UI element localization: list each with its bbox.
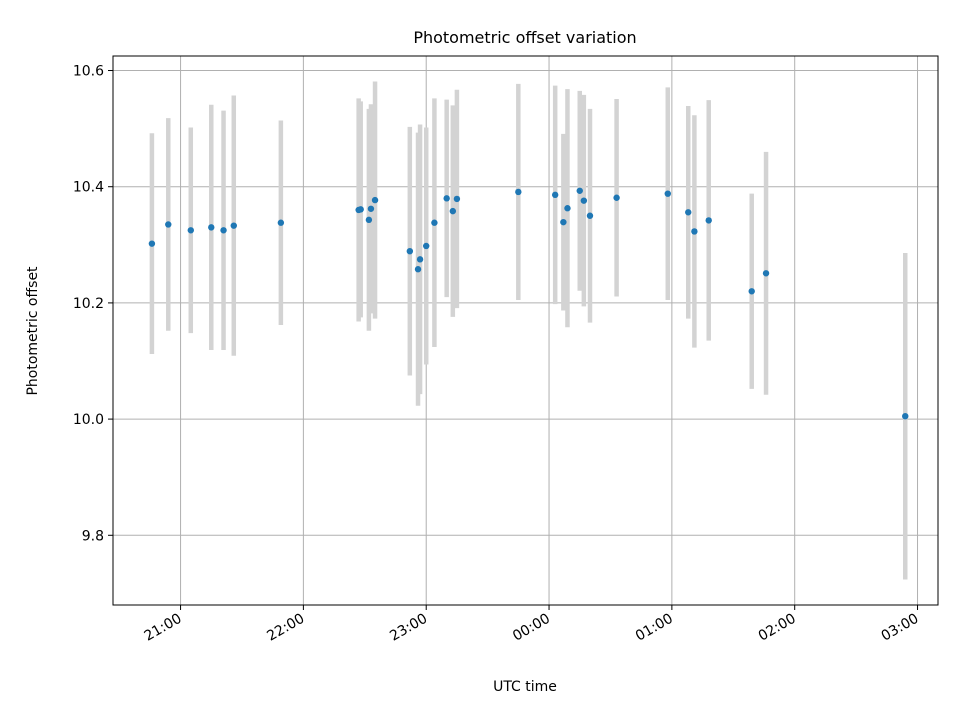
data-point xyxy=(414,266,422,273)
data-point xyxy=(406,248,414,255)
data-point xyxy=(371,196,379,204)
data-point xyxy=(580,197,588,204)
data-point xyxy=(691,228,698,235)
data-point xyxy=(165,221,172,228)
y-tick-label: 10.4 xyxy=(73,180,104,196)
data-point xyxy=(453,195,461,203)
y-axis-ticks: 9.8 10.0 10.2 10.4 10.6 xyxy=(73,64,113,544)
data-point xyxy=(443,195,450,202)
data-points xyxy=(148,187,909,420)
data-point xyxy=(551,191,559,199)
data-point xyxy=(613,194,620,201)
data-point xyxy=(576,187,583,194)
data-point xyxy=(431,219,438,226)
data-point xyxy=(277,219,285,226)
data-point xyxy=(416,256,424,263)
y-tick-label: 10.0 xyxy=(73,412,104,428)
data-point xyxy=(705,217,712,224)
data-point xyxy=(187,227,194,234)
chart-title: Photometric offset variation xyxy=(413,28,636,47)
data-point xyxy=(664,190,671,197)
data-point xyxy=(357,206,364,213)
data-point xyxy=(208,224,215,231)
data-point xyxy=(515,188,522,196)
y-tick-label: 10.2 xyxy=(73,296,104,312)
data-point xyxy=(560,218,567,226)
data-point xyxy=(449,207,457,215)
data-point xyxy=(220,227,227,234)
data-point xyxy=(902,412,909,420)
y-axis-label: Photometric offset xyxy=(25,266,41,396)
y-tick-label: 10.6 xyxy=(73,64,104,80)
x-axis-label: UTC time xyxy=(493,679,557,695)
data-point xyxy=(685,209,692,216)
data-point xyxy=(586,212,594,219)
data-point xyxy=(762,270,770,277)
plot-frame xyxy=(112,55,939,606)
data-point xyxy=(748,288,755,295)
y-tick-label: 9.8 xyxy=(82,528,104,544)
data-point xyxy=(365,216,373,224)
data-point xyxy=(367,205,375,212)
data-point xyxy=(423,242,430,250)
data-point xyxy=(230,222,237,229)
data-point xyxy=(564,205,571,212)
data-point xyxy=(148,240,156,247)
